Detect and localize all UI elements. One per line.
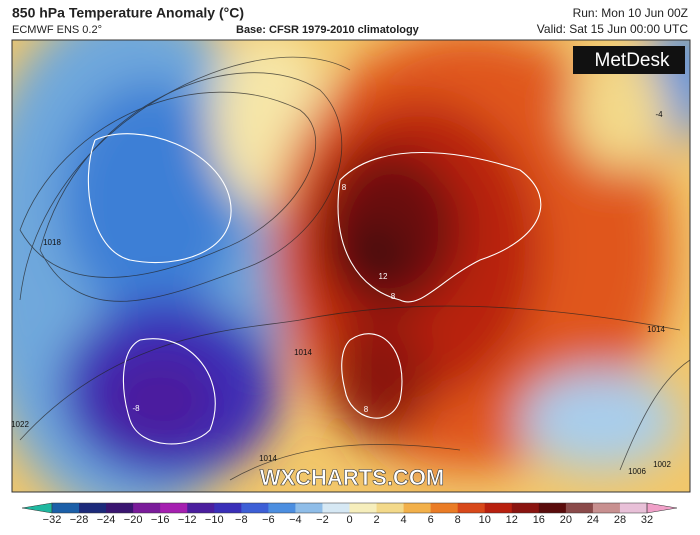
colorbar: −32 −28 −24 −20 −16 −12 −10 −8 −6 −4 −2 0 2 4 6 8 10 12 16… [21, 502, 678, 526]
colorbar-segment [295, 503, 323, 513]
logo: MetDesk [595, 50, 670, 71]
valid: Valid: Sat 15 Jun 00:00 UTC [537, 22, 689, 36]
colorbar-tick-label: −8 [235, 514, 248, 526]
colorbar-segment [619, 503, 648, 513]
contour-label: 8 [342, 183, 347, 192]
contour-label: 1002 [653, 460, 671, 469]
colorbar-segment [484, 503, 513, 513]
colorbar-tick-label: 8 [455, 514, 461, 526]
contour-label: 8 [391, 292, 396, 301]
colorbar-frame [51, 502, 648, 514]
colorbar-tick-label: −24 [97, 514, 116, 526]
contour-label: 1014 [647, 325, 665, 334]
map-frame [11, 39, 691, 493]
colorbar-segment [457, 503, 486, 513]
colorbar-segment [592, 503, 621, 513]
colorbar-tick-label: 20 [560, 514, 572, 526]
colorbar-segment [106, 503, 134, 513]
colorbar-segment [322, 503, 350, 513]
colorbar-segment [187, 503, 215, 513]
colorbar-tick-label: −16 [151, 514, 170, 526]
map: MetDesk WXCHARTS.COM [12, 40, 690, 492]
contour-labels: 1018 8 12 8 -8 8 1014 1014 1022 1014 1006 1002 -4 [11, 110, 671, 476]
colorbar-end [646, 502, 678, 514]
colorbar-tick-label: −6 [262, 514, 275, 526]
colorbar-tick-label: 12 [506, 514, 518, 526]
contour-label: 8 [364, 405, 369, 414]
colorbar-segment [538, 503, 567, 513]
colorbar-segment [79, 503, 107, 513]
colorbar-end [21, 502, 53, 514]
colorbar-segment [403, 503, 432, 513]
isobars [19, 56, 690, 481]
colorbar-segment [511, 503, 540, 513]
colorbar-tick-label: −32 [43, 514, 62, 526]
colorbar-tick-label: −20 [124, 514, 143, 526]
colorbar-tick-label: 28 [614, 514, 626, 526]
base: Base: CFSR 1979-2010 climatology [236, 24, 420, 36]
model: ECMWF ENS 0.2° [12, 24, 102, 36]
colorbar-tick-label: −10 [205, 514, 224, 526]
run: Run: Mon 10 Jun 00Z [573, 6, 688, 20]
colorbar-segment [430, 503, 459, 513]
colorbar-tick-label: 2 [373, 514, 379, 526]
anomaly-contours [87, 133, 542, 445]
contour-label: -4 [655, 110, 663, 119]
colorbar-segment [565, 503, 594, 513]
contour-label: -8 [132, 404, 140, 413]
contour-label: 12 [379, 272, 388, 281]
colorbar-tick-label: 10 [479, 514, 491, 526]
logo-box [573, 46, 685, 74]
colorbar-segment [214, 503, 242, 513]
colorbar-tick-label: −28 [70, 514, 89, 526]
colorbar-segment [241, 503, 269, 513]
colorbar-segment [52, 503, 80, 513]
colorbar-tick-label: −2 [316, 514, 329, 526]
colorbar-segment [268, 503, 296, 513]
colorbar-segment [133, 503, 161, 513]
contour-label: 1014 [294, 348, 312, 357]
colorbar-tick-label: 0 [346, 514, 352, 526]
colorbar-segment [349, 503, 378, 513]
watermark: WXCHARTS.COM [260, 465, 445, 490]
colorbar-tick-label: −4 [289, 514, 302, 526]
colorbar-tick-label: 6 [428, 514, 434, 526]
colorbar-segment [376, 503, 405, 513]
colorbar-tick-label: 32 [641, 514, 653, 526]
title: 850 hPa Temperature Anomaly (°C) [12, 5, 244, 21]
colorbar-tick-label: −12 [178, 514, 197, 526]
anomaly-field [12, 40, 690, 492]
colorbar-tick-label: 24 [587, 514, 599, 526]
contour-label: 1022 [11, 420, 29, 429]
colorbar-tick-label: 4 [401, 514, 407, 526]
contour-label: 1018 [43, 238, 61, 247]
colorbar-segment [160, 503, 188, 513]
contour-label: 1006 [628, 467, 646, 476]
colorbar-tick-label: 16 [533, 514, 545, 526]
contour-label: 1014 [259, 454, 277, 463]
